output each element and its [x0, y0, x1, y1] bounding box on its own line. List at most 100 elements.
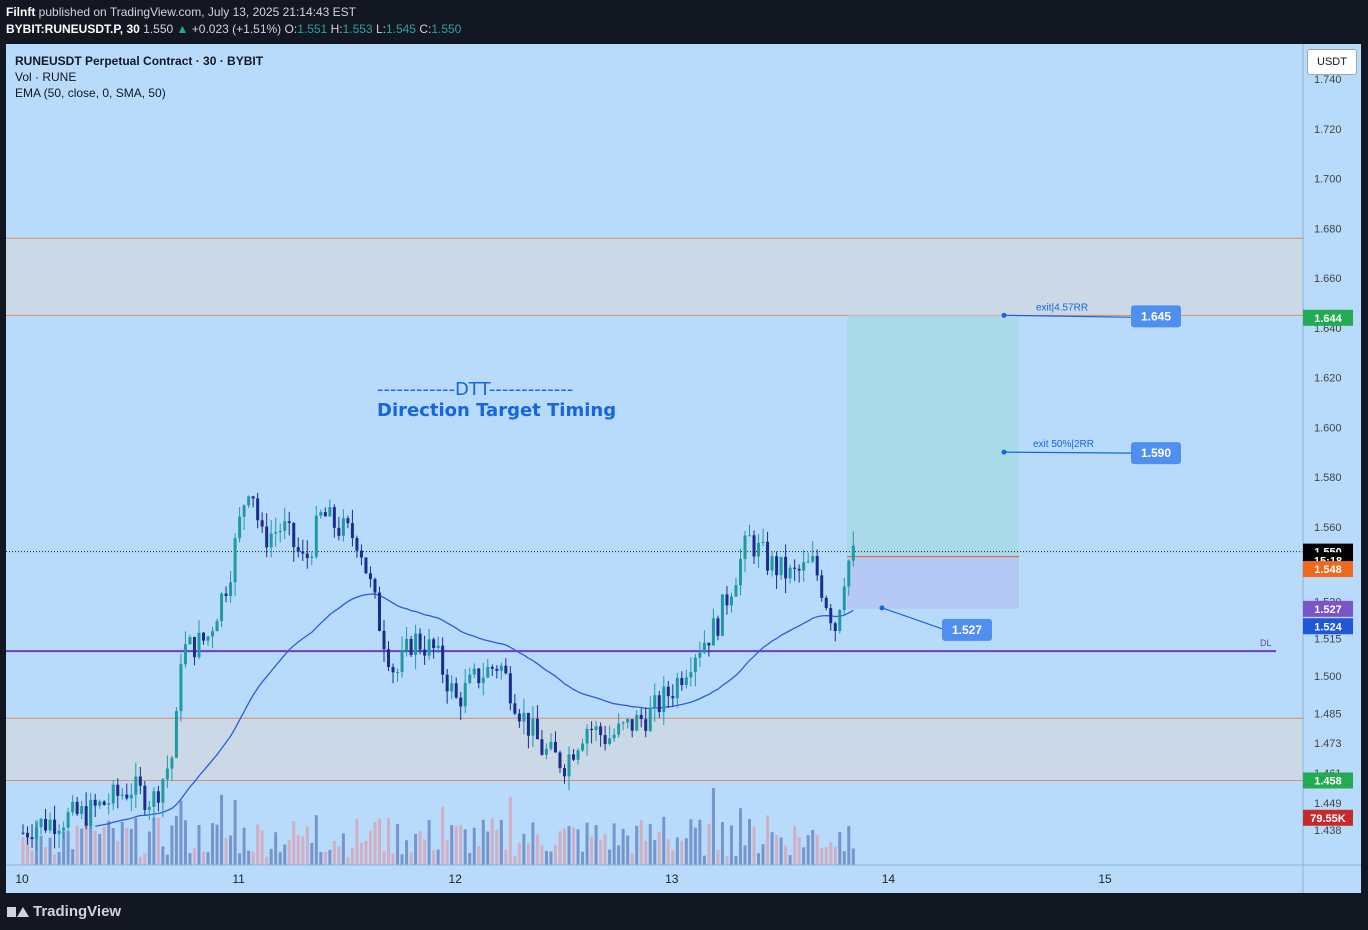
candle-body — [626, 719, 630, 723]
volume-bar — [57, 852, 61, 865]
volume-bar — [62, 831, 66, 865]
volume-bar — [544, 850, 548, 865]
currency-button[interactable]: USDT — [1307, 49, 1357, 75]
dtt-title: ------------DTT------------- — [377, 379, 573, 400]
volume-bar — [766, 815, 770, 865]
candle-body — [838, 609, 842, 632]
stop-price-pill-bg — [942, 618, 992, 641]
candle-body — [30, 837, 34, 840]
candle-body — [98, 801, 102, 806]
candle-body — [323, 512, 327, 517]
y-tick-label: 1.680 — [1314, 223, 1342, 235]
dtt-subtitle: Direction Target Timing — [377, 400, 616, 421]
exit-target-dot — [1001, 312, 1007, 318]
symbol-name[interactable]: BYBIT:RUNEUSDT.P, 30 — [6, 22, 140, 36]
legend-title[interactable]: RUNEUSDT Perpetual Contract · 30 · BYBIT — [15, 54, 264, 68]
candle-body — [206, 636, 210, 641]
volume-bar — [802, 847, 806, 865]
candle-body — [748, 535, 752, 537]
candle-body — [278, 530, 282, 533]
candle-body — [283, 521, 287, 531]
volume-bar — [432, 850, 436, 865]
volume-bar — [98, 833, 102, 865]
candle-body — [811, 556, 815, 562]
published-text: published on TradingView.com, July 13, 2… — [38, 5, 356, 19]
volume-bar — [161, 846, 165, 865]
volume-bar — [328, 849, 332, 865]
candle-body — [93, 799, 97, 806]
volume-bar — [445, 840, 449, 865]
volume-bar — [80, 828, 84, 865]
volume-bar — [820, 847, 824, 865]
price-label: 1.548 — [1314, 564, 1342, 576]
candle-body — [617, 723, 621, 735]
x-tick-label: 11 — [232, 872, 245, 886]
volume-bar — [66, 830, 70, 865]
y-tick-label: 1.660 — [1314, 273, 1342, 285]
volume-bar — [481, 819, 485, 865]
volume-bar — [671, 850, 675, 865]
candle-body — [224, 593, 228, 596]
candle-body — [775, 556, 779, 576]
candle-body — [125, 794, 129, 799]
volume-bar — [229, 835, 233, 865]
y-tick-label: 1.500 — [1314, 671, 1342, 683]
candle-body — [684, 677, 688, 686]
volume-bar — [630, 853, 634, 865]
volume-bar — [192, 848, 196, 865]
chart-frame[interactable]: DL exit|4.57RR exit 50%|2RR 1.645 1.590 1.527… — [6, 44, 1361, 893]
y-tick-label: 1.720 — [1314, 124, 1342, 136]
candle-body — [174, 711, 178, 758]
price-label: 1.524 — [1314, 621, 1342, 633]
volume-bar — [409, 852, 413, 865]
volume-bar — [84, 822, 88, 865]
tradingview-logo[interactable]: TradingView — [7, 903, 121, 920]
candle-body — [725, 594, 729, 606]
candle-body — [454, 683, 458, 698]
candle-body — [738, 559, 742, 586]
volume-bar — [757, 853, 761, 865]
volume-bar — [287, 839, 291, 865]
legend-ema[interactable]: EMA (50, close, 0, SMA, 50) — [15, 86, 166, 100]
candle-body — [192, 637, 196, 658]
candle-body — [188, 637, 192, 645]
volume-bar — [183, 820, 187, 865]
volume-bar — [319, 852, 323, 865]
volume-bar — [612, 823, 616, 865]
candle-body — [766, 541, 770, 571]
exit-half-line — [1003, 451, 1137, 454]
publisher-name[interactable]: Filnft — [6, 5, 36, 19]
candle-body — [441, 645, 445, 675]
volume-bar — [165, 854, 169, 865]
volume-bar — [143, 853, 147, 865]
volume-bar — [738, 808, 742, 865]
candle-body — [680, 677, 684, 686]
y-tick-label: 1.515 — [1314, 634, 1342, 646]
price-chart[interactable]: DL exit|4.57RR exit 50%|2RR 1.645 1.590 1.527… — [6, 44, 1361, 893]
volume-bar — [301, 836, 305, 865]
candle-body — [120, 794, 124, 796]
candle-body — [44, 818, 48, 831]
volume-bar — [93, 830, 97, 865]
volume-bar — [310, 842, 314, 865]
price-axis — [1303, 44, 1361, 893]
volume-bar — [341, 833, 345, 865]
stop-dot — [879, 605, 885, 611]
candle-body — [752, 535, 756, 557]
legend-volume[interactable]: Vol · RUNE — [15, 70, 77, 84]
price-label-bg — [1303, 772, 1353, 789]
volume-bar — [585, 822, 589, 865]
candle-body — [544, 748, 548, 755]
candle-body — [337, 527, 341, 536]
candle-body — [197, 632, 201, 658]
volume-bar — [558, 831, 562, 865]
candle-body — [129, 794, 133, 799]
candle-body — [757, 542, 761, 557]
volume-bar — [292, 820, 296, 865]
candle-body — [549, 741, 553, 749]
volume-bar — [350, 847, 354, 865]
candle-body — [80, 806, 84, 814]
volume-bar — [71, 849, 75, 865]
volume-bar — [152, 817, 156, 865]
candle-body — [328, 507, 332, 517]
